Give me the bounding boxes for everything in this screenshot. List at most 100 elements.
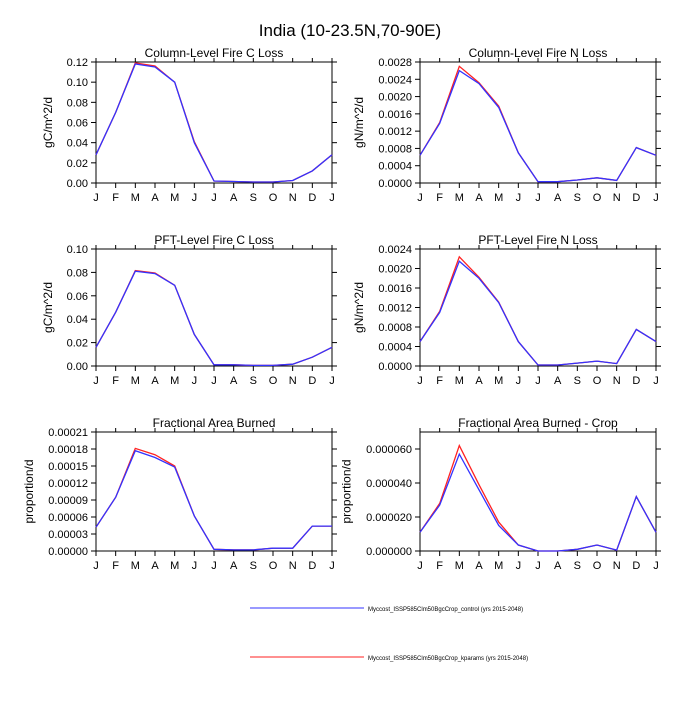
y-tick-label: 0.00012 [48, 478, 88, 490]
x-tick-label: N [289, 192, 297, 204]
x-tick-label: A [151, 560, 159, 572]
y-tick-label: 0.10 [67, 77, 88, 89]
x-tick-label: S [574, 560, 581, 572]
panel-title: Column-Level Fire C Loss [145, 46, 284, 60]
x-tick-label: J [93, 192, 99, 204]
series-line-kparams [419, 443, 657, 552]
x-tick-label: A [475, 560, 483, 572]
y-tick-label: 0.000040 [366, 478, 412, 490]
y-tick-label: 0.02 [67, 338, 88, 350]
x-tick-label: N [613, 560, 621, 572]
x-tick-label: J [93, 375, 99, 387]
x-tick-label: S [250, 192, 257, 204]
x-tick-label: O [269, 560, 278, 572]
y-tick-label: 0.000020 [366, 512, 412, 524]
y-tick-label: 0.08 [67, 267, 88, 279]
y-tick-label: 0.00 [67, 361, 88, 373]
x-tick-label: O [593, 560, 602, 572]
x-tick-label: N [289, 375, 297, 387]
x-tick-label: J [329, 560, 335, 572]
y-tick-label: 0.00018 [48, 444, 88, 456]
x-tick-label: J [211, 560, 217, 572]
legend-label-control: Myccost_ISSP585Clm50BgcCrop_control (yrs… [368, 607, 523, 613]
x-tick-label: D [632, 560, 640, 572]
x-tick-label: M [131, 192, 140, 204]
y-tick-label: 0.0012 [378, 303, 412, 315]
x-tick-label: M [131, 375, 140, 387]
x-tick-label: M [455, 560, 464, 572]
x-tick-label: D [308, 192, 316, 204]
x-tick-label: A [554, 192, 562, 204]
x-tick-label: M [170, 375, 179, 387]
x-tick-label: O [593, 375, 602, 387]
panel-title: Column-Level Fire N Loss [469, 46, 608, 60]
x-tick-label: D [632, 192, 640, 204]
y-tick-label: 0.00009 [48, 495, 88, 507]
x-tick-label: J [516, 560, 522, 572]
x-tick-label: S [250, 375, 257, 387]
y-tick-label: 0.0016 [378, 109, 412, 121]
x-tick-label: J [516, 192, 522, 204]
y-tick-label: 0.04 [67, 138, 88, 150]
y-tick-label: 0.000060 [366, 444, 412, 456]
y-axis-label: gN/m^2/d [352, 97, 366, 148]
x-tick-label: J [653, 560, 659, 572]
figure-title: India (10-23.5N,70-90E) [259, 21, 441, 40]
x-tick-label: M [455, 192, 464, 204]
x-tick-label: M [170, 560, 179, 572]
y-tick-label: 0.00015 [48, 461, 88, 473]
y-tick-label: 0.0016 [378, 283, 412, 295]
x-tick-label: A [554, 375, 562, 387]
y-tick-label: 0.0020 [378, 92, 412, 104]
x-tick-label: S [250, 560, 257, 572]
x-tick-label: F [436, 192, 443, 204]
y-axis-label: gN/m^2/d [352, 282, 366, 333]
y-tick-label: 0.02 [67, 158, 88, 170]
x-tick-label: N [613, 192, 621, 204]
y-tick-label: 0.0024 [378, 74, 412, 86]
series-line-kparams [419, 65, 657, 183]
x-tick-label: O [269, 192, 278, 204]
x-tick-label: D [632, 375, 640, 387]
x-tick-label: J [535, 375, 541, 387]
panel-title: PFT-Level Fire C Loss [154, 233, 273, 247]
x-tick-label: J [653, 192, 659, 204]
y-axis-label: proportion/d [340, 459, 354, 523]
panel-title: Fractional Area Burned - Crop [458, 416, 618, 430]
x-tick-label: F [436, 560, 443, 572]
y-tick-label: 0.0004 [378, 342, 412, 354]
plot-frame [419, 431, 657, 552]
y-tick-label: 0.00021 [48, 427, 88, 439]
x-tick-label: A [151, 375, 159, 387]
x-tick-label: M [131, 560, 140, 572]
panel-title: PFT-Level Fire N Loss [478, 233, 597, 247]
y-axis-label: gC/m^2/d [41, 282, 55, 333]
y-tick-label: 0.0024 [378, 244, 412, 256]
series-line-kparams [95, 269, 333, 367]
x-tick-label: O [269, 375, 278, 387]
y-tick-label: 0.0020 [378, 264, 412, 276]
panel-5: Fractional Area Burned - Crop proportion/… [340, 416, 661, 572]
x-tick-label: F [112, 560, 119, 572]
x-tick-label: S [574, 192, 581, 204]
series-line-kparams [95, 447, 332, 551]
x-tick-label: M [494, 375, 503, 387]
x-tick-label: J [192, 192, 198, 204]
x-tick-label: J [535, 192, 541, 204]
x-tick-label: A [475, 192, 483, 204]
y-tick-label: 0.00006 [48, 512, 88, 524]
plot-frame [95, 431, 333, 552]
x-tick-label: S [574, 375, 581, 387]
x-tick-label: O [593, 192, 602, 204]
y-tick-label: 0.0000 [378, 361, 412, 373]
y-tick-label: 0.0000 [378, 178, 412, 190]
y-tick-label: 0.12 [67, 57, 88, 69]
y-axis-label: gC/m^2/d [41, 97, 55, 148]
plot-frame [95, 248, 333, 367]
x-tick-label: F [112, 375, 119, 387]
y-tick-label: 0.04 [67, 314, 88, 326]
